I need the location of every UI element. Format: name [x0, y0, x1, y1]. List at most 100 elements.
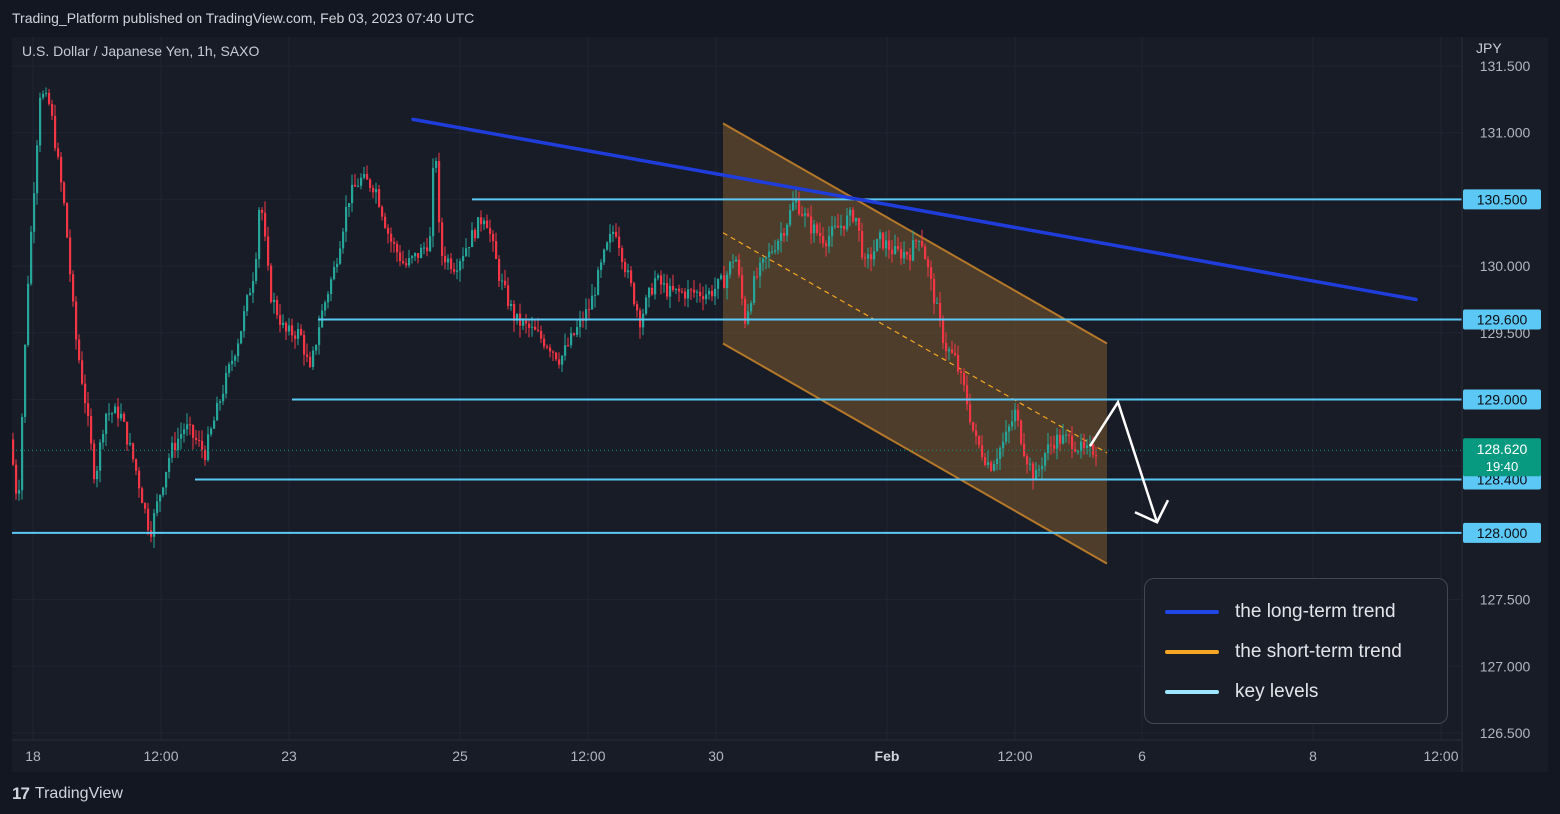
candle-body [657, 275, 660, 279]
candle-body [714, 288, 717, 297]
candle-body [135, 459, 138, 471]
candle-body [1032, 463, 1035, 481]
candle-body [45, 92, 48, 94]
candle-body [39, 97, 42, 146]
candle-body [300, 328, 303, 336]
candle-body [432, 167, 435, 237]
time-tick-label: 23 [281, 748, 297, 764]
candle-body [864, 257, 867, 259]
candle-body [735, 259, 738, 262]
candle-body [1065, 434, 1068, 436]
candle-body [558, 359, 561, 365]
candle-body [816, 224, 819, 233]
candle-body [450, 258, 453, 270]
channel-lower-line [722, 342, 1108, 565]
candle-body [507, 285, 510, 306]
candle-body [1062, 435, 1065, 444]
candle-body [21, 416, 24, 491]
candle-body [621, 247, 624, 263]
tradingview-brand[interactable]: 17 TradingView [12, 784, 123, 804]
candle-body [117, 406, 120, 419]
candle-body [411, 256, 414, 259]
brand-name: TradingView [34, 785, 123, 802]
badge-bg [1463, 189, 1541, 210]
candle-body [624, 262, 627, 273]
candle-body [345, 206, 348, 232]
legend-item-long-term: the long-term trend [1165, 601, 1396, 623]
candle-body [294, 335, 297, 339]
legend-swatch-orange [1165, 650, 1219, 654]
candle-body [936, 302, 939, 304]
candle-body [243, 311, 246, 332]
candle-body [234, 356, 237, 361]
candle-body [753, 276, 756, 304]
time-tick-label: 12:00 [570, 748, 605, 764]
candle-body [492, 233, 495, 242]
candle-body [195, 437, 198, 440]
candle-body [465, 248, 468, 257]
candle-body [1053, 445, 1056, 449]
price-tick-label: 131.500 [1480, 58, 1531, 74]
candle-body [945, 342, 948, 352]
candle-body [603, 249, 606, 263]
candle-body [915, 240, 918, 242]
legend-swatch-cyan [1165, 690, 1219, 694]
candle-body [738, 259, 741, 276]
candle-body [399, 252, 402, 262]
forecast-arrow-group [1088, 399, 1170, 524]
candle-body [993, 464, 996, 471]
candle-body [834, 225, 837, 227]
candle-body [579, 319, 582, 328]
candle-body [561, 355, 564, 365]
candle-body [228, 364, 231, 373]
candle-body [918, 241, 921, 243]
candle-body [81, 360, 84, 384]
candle-body [909, 254, 912, 261]
candle-body [723, 275, 726, 289]
candle-body [807, 213, 810, 217]
candle-body [222, 393, 225, 402]
candle-body [1056, 434, 1059, 449]
candle-body [852, 209, 855, 222]
candle-body [306, 354, 309, 357]
candle-body [960, 371, 963, 373]
candle-body [204, 449, 207, 461]
candle-body [801, 214, 804, 216]
long-term-trendline [411, 117, 1418, 302]
candle-body [591, 295, 594, 310]
candle-body [57, 148, 60, 157]
candle-body [471, 229, 474, 248]
candle-body [597, 269, 600, 295]
candle-body [804, 213, 807, 216]
candle-body [1020, 420, 1023, 444]
legend-label: key levels [1235, 681, 1319, 702]
last-price-bg [1463, 438, 1541, 477]
candle-body [969, 404, 972, 423]
candle-body [24, 344, 27, 417]
candle-body [663, 283, 666, 285]
candle-body [438, 161, 441, 223]
candle-body [534, 326, 537, 330]
candle-body [114, 406, 117, 414]
candle-body [1017, 409, 1020, 421]
candle-body [648, 287, 651, 298]
candle-body [1086, 445, 1089, 448]
candle-body [423, 247, 426, 249]
candle-body [618, 236, 621, 248]
candle-body [660, 275, 663, 285]
candle-body [267, 236, 270, 266]
candle-body [447, 258, 450, 263]
candle-body [141, 488, 144, 504]
candle-body [426, 247, 429, 252]
candle-body [453, 269, 456, 272]
candle-body [162, 487, 165, 496]
candle-body [414, 253, 417, 257]
candle-body [201, 440, 204, 450]
candle-body [18, 490, 21, 494]
legend-item-key-levels: key levels [1165, 681, 1318, 703]
candle-body [897, 246, 900, 249]
candle-body [819, 232, 822, 237]
candle-body [633, 283, 636, 305]
candle-body [309, 356, 312, 367]
